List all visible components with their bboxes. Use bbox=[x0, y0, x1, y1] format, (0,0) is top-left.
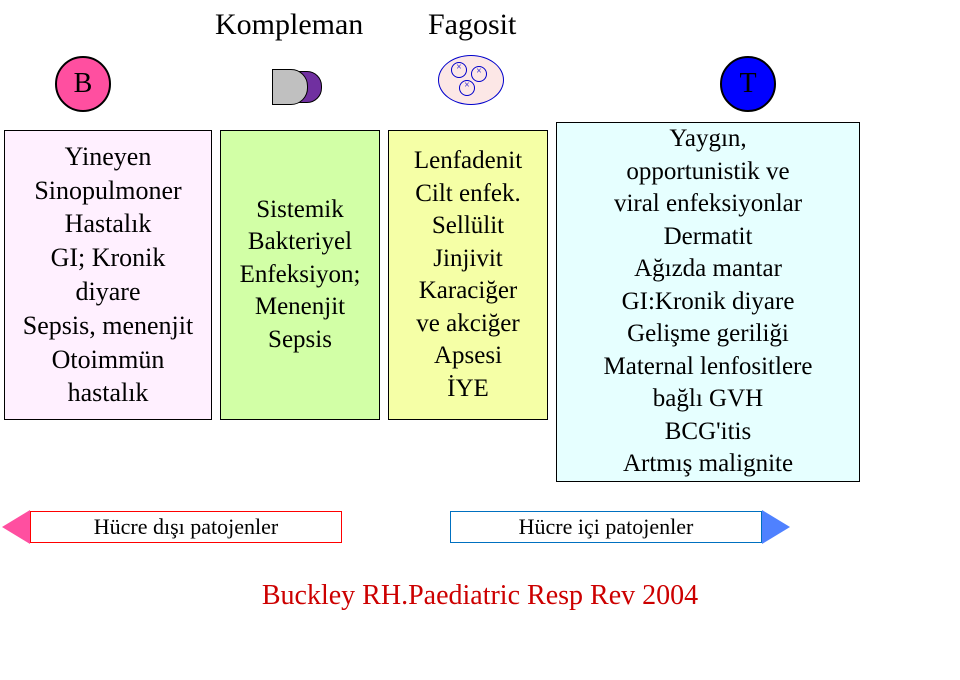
column-line: hastalık bbox=[9, 376, 207, 410]
column-t: Yaygın,opportunistik veviral enfeksiyonl… bbox=[556, 122, 860, 482]
column-line: Sellülit bbox=[393, 210, 543, 243]
column-line: Bakteriyel bbox=[225, 226, 375, 259]
column-line: GI:Kronik diyare bbox=[561, 286, 855, 319]
column-kompleman: SistemikBakteriyelEnfeksiyon;MenenjitSep… bbox=[220, 130, 380, 420]
column-line: Sepsis bbox=[225, 324, 375, 357]
column-line: ve akciğer bbox=[393, 308, 543, 341]
column-line: Menenjit bbox=[225, 291, 375, 324]
column-line: Maternal lenfositlere bbox=[561, 351, 855, 384]
arrow-left-head-icon bbox=[2, 510, 30, 544]
b-label: B bbox=[74, 68, 93, 100]
column-line: Lenfadenit bbox=[393, 145, 543, 178]
citation-text: Buckley RH.Paediatric Resp Rev 2004 bbox=[0, 580, 960, 612]
column-line: BCG'itis bbox=[561, 416, 855, 449]
column-line: Artmış malignite bbox=[561, 448, 855, 481]
column-line: opportunistik ve bbox=[561, 156, 855, 189]
column-line: diyare bbox=[9, 275, 207, 309]
t-cell-icon: T bbox=[720, 56, 776, 112]
column-fagosit: LenfadenitCilt enfek.SellülitJinjivitKar… bbox=[388, 130, 548, 420]
column-line: Karaciğer bbox=[393, 275, 543, 308]
column-line: Ağızda mantar bbox=[561, 253, 855, 286]
column-line: Enfeksiyon; bbox=[225, 259, 375, 292]
column-line: Otoimmün bbox=[9, 343, 207, 377]
column-line: Gelişme geriliği bbox=[561, 318, 855, 351]
column-line: Cilt enfek. bbox=[393, 178, 543, 211]
complement-icon bbox=[268, 65, 320, 105]
column-line: GI; Kronik bbox=[9, 241, 207, 275]
column-line: Dermatit bbox=[561, 221, 855, 254]
arrow-extracellular: Hücre dışı patojenler bbox=[2, 510, 372, 544]
column-line: Jinjivit bbox=[393, 243, 543, 276]
column-line: Hastalık bbox=[9, 207, 207, 241]
column-line: Yaygın, bbox=[561, 123, 855, 156]
column-b: YineyenSinopulmonerHastalıkGI; Kronikdiy… bbox=[4, 130, 212, 420]
column-line: Sepsis, menenjit bbox=[9, 309, 207, 343]
phagocyte-icon bbox=[438, 55, 504, 105]
column-line: viral enfeksiyonlar bbox=[561, 188, 855, 221]
b-cell-icon: B bbox=[55, 56, 111, 112]
kompleman-heading: Kompleman bbox=[215, 8, 363, 42]
column-line: Yineyen bbox=[9, 140, 207, 174]
column-line: Sistemik bbox=[225, 194, 375, 227]
fagosit-heading: Fagosit bbox=[428, 8, 516, 42]
arrow-right-label: Hücre içi patojenler bbox=[450, 511, 762, 543]
arrow-intracellular: Hücre içi patojenler bbox=[450, 510, 870, 544]
arrow-left-label: Hücre dışı patojenler bbox=[30, 511, 342, 543]
column-line: bağlı GVH bbox=[561, 383, 855, 416]
column-line: Sinopulmoner bbox=[9, 174, 207, 208]
arrow-right-head-icon bbox=[762, 510, 790, 544]
t-label: T bbox=[739, 68, 756, 100]
column-line: İYE bbox=[393, 373, 543, 406]
column-line: Apsesi bbox=[393, 340, 543, 373]
